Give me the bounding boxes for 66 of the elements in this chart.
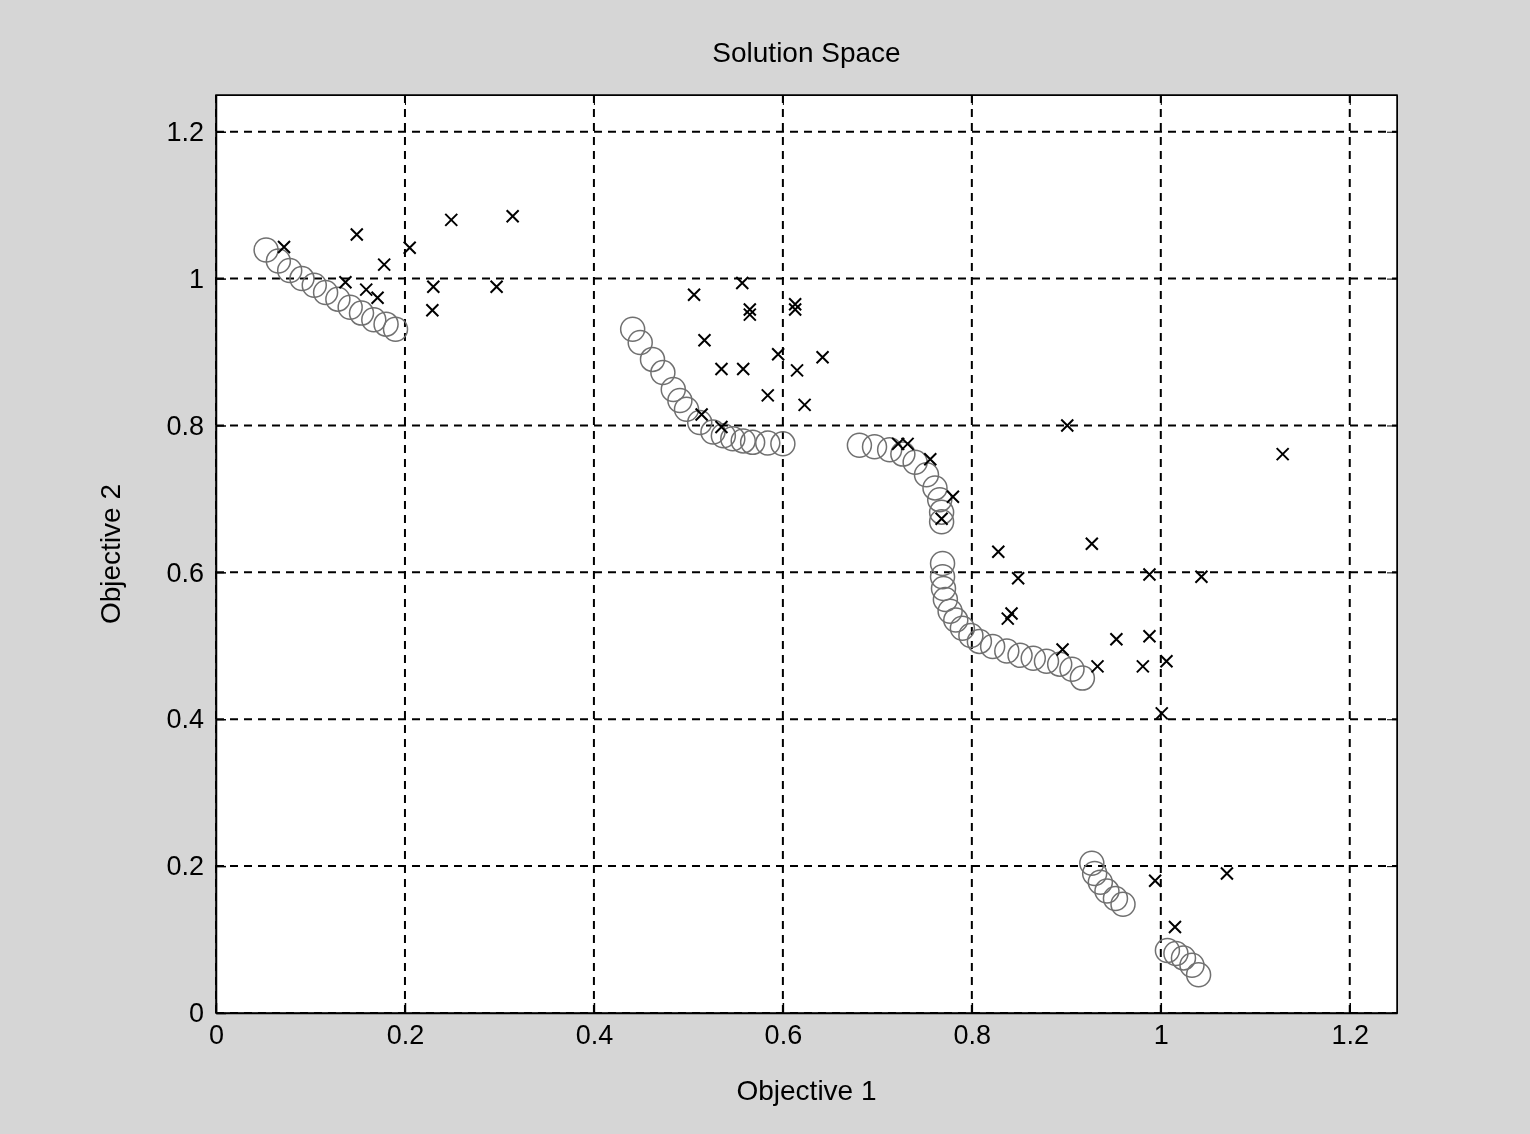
point: [697, 333, 712, 348]
point: [736, 361, 751, 376]
point: [815, 350, 830, 365]
x-tick-label: 0.4: [575, 1020, 614, 1051]
point: [349, 227, 364, 242]
x-tick-label: 0.8: [953, 1020, 992, 1051]
point: [377, 257, 392, 272]
point: [1004, 606, 1019, 621]
point: [489, 279, 504, 294]
point: [1000, 611, 1015, 626]
point: [771, 347, 786, 362]
point: [1109, 632, 1124, 647]
point: [1219, 866, 1234, 881]
point: [1194, 569, 1209, 584]
point: [1142, 567, 1157, 582]
y-tick-label: 1.2: [166, 116, 204, 147]
point: [370, 290, 385, 305]
point: [338, 275, 353, 290]
point: [425, 303, 440, 318]
point: [1275, 447, 1290, 462]
point: [945, 489, 960, 504]
point: [1011, 571, 1026, 586]
point: [1090, 659, 1105, 674]
point: [742, 307, 757, 322]
point: [1148, 873, 1163, 888]
point: [359, 282, 374, 297]
point: [1084, 536, 1099, 551]
point: [760, 388, 775, 403]
y-tick-label: 0.6: [166, 557, 204, 588]
point: [923, 452, 938, 467]
point: [444, 212, 459, 227]
point: [1060, 418, 1075, 433]
y-tick-label: 0.2: [166, 851, 204, 882]
point: [788, 302, 803, 317]
point: [277, 240, 292, 255]
x-tick-label: 1.2: [1331, 1020, 1370, 1051]
chart-title: Solution Space: [712, 37, 901, 68]
point: [1159, 654, 1174, 669]
point: [742, 302, 757, 317]
x-tick-label: 0.6: [764, 1020, 803, 1051]
y-tick-label: 0.4: [166, 704, 204, 735]
x-tick-label: 0: [208, 1020, 225, 1051]
y-tick-label: 1: [188, 263, 204, 294]
y-tick-label: 0.8: [166, 410, 204, 441]
point: [790, 363, 805, 378]
point: [1167, 920, 1182, 935]
point: [687, 287, 702, 302]
x-tick-label: 1: [1153, 1020, 1169, 1051]
point: [402, 240, 417, 255]
point: [797, 397, 812, 412]
point: [1142, 629, 1157, 644]
point: [505, 209, 520, 224]
x-tick-label: 0.2: [386, 1020, 425, 1051]
point: [426, 279, 441, 294]
point: [1135, 659, 1150, 674]
point: [694, 407, 709, 422]
point: [991, 544, 1006, 559]
y-axis-title: Objective 2: [95, 483, 126, 625]
point: [788, 297, 803, 312]
point: [1154, 706, 1169, 721]
point: [714, 419, 729, 434]
point: [1055, 642, 1070, 657]
y-tick-label: 0: [188, 998, 204, 1029]
point: [714, 361, 729, 376]
point: [735, 276, 750, 291]
x-axis-title: Objective 1: [736, 1075, 877, 1106]
